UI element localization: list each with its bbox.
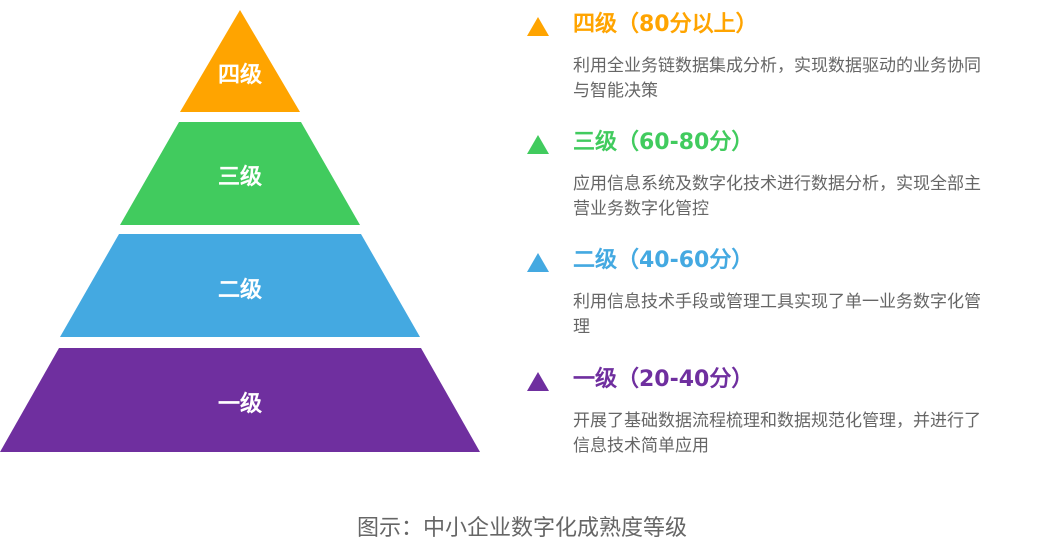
tier-label-3: 三级 xyxy=(218,164,262,190)
pyramid-tier-4 xyxy=(180,10,300,112)
pyramid-tier-1 xyxy=(0,348,480,452)
level-title: 四级（80分以上） xyxy=(573,12,758,37)
figure-caption: 图示：中小企业数字化成熟度等级 xyxy=(356,516,687,541)
level-desc: 利用信息技术手段或管理工具实现了单一业务数字化管理 xyxy=(573,292,981,337)
pyramid-tier-3 xyxy=(120,122,360,225)
triangle-icon xyxy=(527,135,549,154)
pyramid-tier-2 xyxy=(60,234,420,337)
tier-label-1: 一级 xyxy=(218,391,262,417)
level-desc: 利用全业务链数据集成分析，实现数据驱动的业务协同与智能决策 xyxy=(573,56,981,101)
level-title: 二级（40-60分） xyxy=(573,248,754,273)
triangle-icon xyxy=(527,253,549,272)
tier-label-2: 二级 xyxy=(218,277,262,303)
maturity-pyramid: 四级 三级 二级 一级 xyxy=(0,10,480,452)
level-title: 一级（20-40分） xyxy=(573,367,754,392)
triangle-icon xyxy=(527,372,549,391)
level-desc: 应用信息系统及数字化技术进行数据分析，实现全部主营业务数字化管控 xyxy=(573,174,981,219)
tier-label-4: 四级 xyxy=(218,62,262,88)
level-title: 三级（60-80分） xyxy=(573,130,754,155)
triangle-icon xyxy=(527,17,549,36)
level-desc: 开展了基础数据流程梳理和数据规范化管理，并进行了信息技术简单应用 xyxy=(573,411,981,456)
